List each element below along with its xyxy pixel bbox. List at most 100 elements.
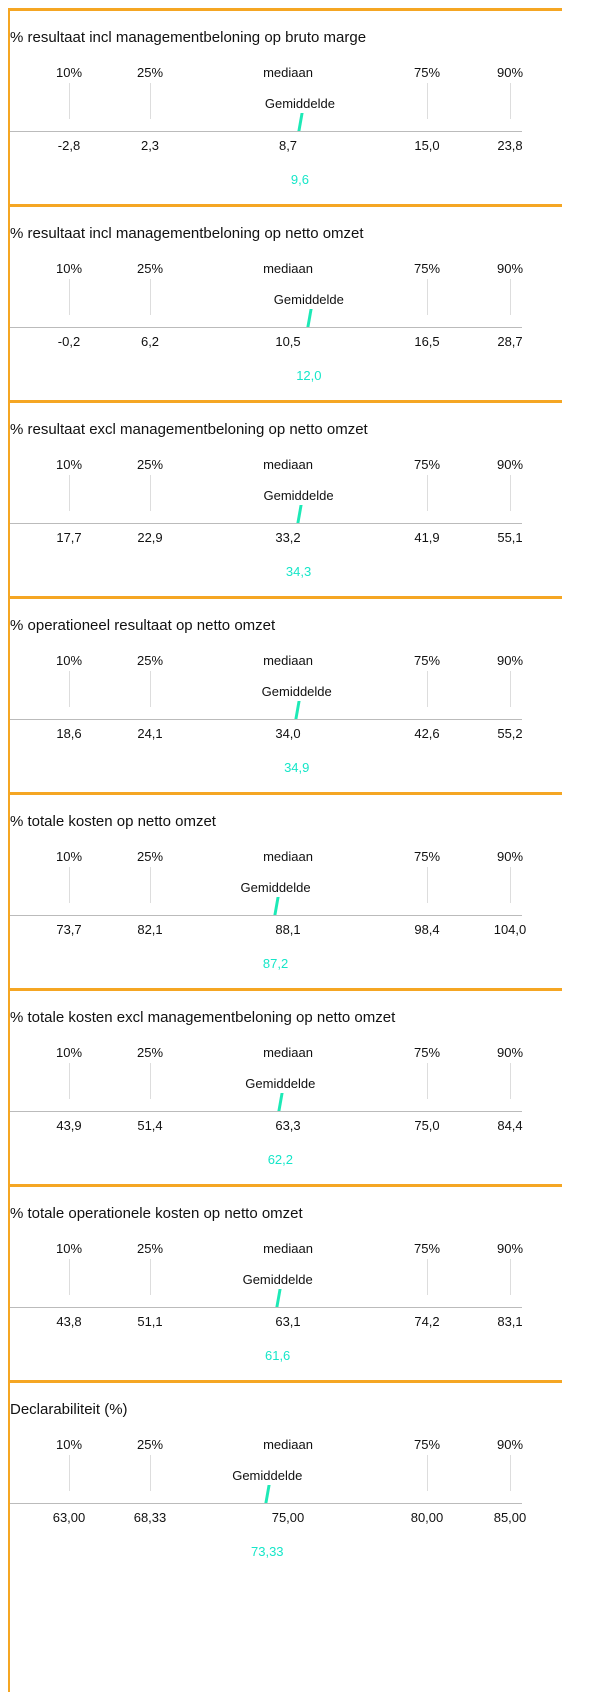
- percentile-value: 55,1: [497, 530, 523, 545]
- percentile-line: [510, 867, 511, 903]
- percentile-value: 6,2: [140, 334, 160, 349]
- percentile-value: 34,0: [275, 726, 301, 741]
- percentile-value: 51,1: [137, 1314, 163, 1329]
- percentile-label: 10%: [55, 1437, 83, 1452]
- stat-panel: % resultaat incl managementbeloning op b…: [8, 8, 562, 204]
- percentile-label: mediaan: [263, 65, 313, 80]
- percentile-label: 90%: [496, 1437, 524, 1452]
- percentile-value: 22,9: [137, 530, 163, 545]
- percentile-value: 24,1: [137, 726, 163, 741]
- percentile-value: 98,4: [414, 922, 440, 937]
- percentile-line: [510, 671, 511, 707]
- mean-marker: [294, 701, 301, 719]
- percentile-label: mediaan: [263, 261, 313, 276]
- percentile-value: 74,2: [414, 1314, 440, 1329]
- percentile-line: [427, 671, 428, 707]
- percentile-value: 80,00: [410, 1510, 444, 1525]
- stat-panel: % totale kosten excl managementbeloning …: [8, 988, 562, 1184]
- percentile-line: [510, 1063, 511, 1099]
- percentile-value: 55,2: [497, 726, 523, 741]
- percentile-label: 10%: [55, 653, 83, 668]
- percentile-value: 15,0: [414, 138, 440, 153]
- stat-panel: % resultaat incl managementbeloning op n…: [8, 204, 562, 400]
- mean-label: Gemiddelde: [232, 1468, 303, 1483]
- percentile-label: 90%: [496, 1241, 524, 1256]
- percentile-value: 33,2: [275, 530, 301, 545]
- baseline: [10, 327, 522, 328]
- percentile-label: 25%: [136, 653, 164, 668]
- stat-panel: % totale operationele kosten op netto om…: [8, 1184, 562, 1380]
- percentile-value: 75,00: [271, 1510, 305, 1525]
- percentile-line: [510, 83, 511, 119]
- percentile-value: 43,8: [56, 1314, 82, 1329]
- percentile-value: 75,0: [414, 1118, 440, 1133]
- percentile-value: 82,1: [137, 922, 163, 937]
- percentile-label: mediaan: [263, 653, 313, 668]
- percentile-line: [150, 867, 151, 903]
- percentile-label: 75%: [413, 1437, 441, 1452]
- stat-panel: Declarabiliteit (%) 10% 63,00 25% 68,33 media…: [8, 1380, 562, 1692]
- percentile-value: 85,00: [493, 1510, 527, 1525]
- percentile-label: 10%: [55, 1045, 83, 1060]
- baseline: [10, 523, 522, 524]
- mean-marker: [277, 1093, 284, 1111]
- baseline: [10, 1503, 522, 1504]
- mean-value: 9,6: [290, 172, 309, 187]
- percentile-line: [150, 475, 151, 511]
- baseline: [10, 1111, 522, 1112]
- panel-title: Declarabiliteit (%): [10, 1401, 128, 1418]
- percentile-label: 25%: [136, 1437, 164, 1452]
- mean-marker: [272, 897, 280, 915]
- mean-value: 61,6: [264, 1348, 291, 1363]
- percentile-value: 63,00: [52, 1510, 86, 1525]
- percentile-line: [510, 1259, 511, 1295]
- mean-label: Gemiddelde: [245, 1076, 316, 1091]
- panel-title: % resultaat incl managementbeloning op n…: [10, 225, 364, 242]
- mean-value: 73,33: [250, 1544, 284, 1559]
- panel-title: % resultaat excl managementbeloning op n…: [10, 421, 368, 438]
- panel-title: % operationeel resultaat op netto omzet: [10, 617, 276, 634]
- percentile-label: 10%: [55, 1241, 83, 1256]
- percentile-label: 90%: [496, 1045, 524, 1060]
- percentile-value: 18,6: [56, 726, 82, 741]
- percentile-line: [427, 83, 428, 119]
- percentile-label: mediaan: [263, 457, 313, 472]
- percentile-value: 84,4: [497, 1118, 523, 1133]
- mean-marker: [295, 505, 303, 523]
- percentile-label: 75%: [413, 1241, 441, 1256]
- percentile-value: 83,1: [497, 1314, 523, 1329]
- baseline: [10, 719, 522, 720]
- percentile-label: 10%: [55, 261, 83, 276]
- percentile-line: [69, 475, 70, 511]
- mean-label: Gemiddelde: [273, 292, 344, 307]
- percentile-label: 75%: [413, 1045, 441, 1060]
- percentile-value: 51,4: [137, 1118, 163, 1133]
- panel-title: % totale kosten excl managementbeloning …: [10, 1009, 396, 1026]
- percentile-line: [150, 671, 151, 707]
- percentile-line: [427, 475, 428, 511]
- percentile-label: 90%: [496, 849, 524, 864]
- baseline: [10, 915, 522, 916]
- mean-value: 12,0: [296, 368, 322, 383]
- percentile-line: [69, 1259, 70, 1295]
- percentile-value: 2,3: [140, 138, 160, 153]
- percentile-label: mediaan: [263, 849, 313, 864]
- mean-value: 87,2: [262, 956, 289, 971]
- percentile-label: 25%: [136, 1045, 164, 1060]
- percentile-label: 25%: [136, 849, 164, 864]
- stat-panel: % resultaat excl managementbeloning op n…: [8, 400, 562, 596]
- percentile-label: 25%: [136, 457, 164, 472]
- mean-value: 34,9: [284, 760, 310, 775]
- percentile-line: [150, 279, 151, 315]
- percentile-label: 10%: [55, 849, 83, 864]
- mean-label: Gemiddelde: [264, 96, 335, 111]
- panel-title: % resultaat incl managementbeloning op b…: [10, 29, 367, 46]
- mean-label: Gemiddelde: [263, 488, 334, 503]
- mean-marker: [264, 1485, 271, 1503]
- baseline: [10, 131, 522, 132]
- percentile-line: [510, 475, 511, 511]
- percentile-value: 41,9: [414, 530, 440, 545]
- percentile-label: 10%: [55, 457, 83, 472]
- percentile-line: [69, 1063, 70, 1099]
- mean-value: 34,3: [285, 564, 312, 579]
